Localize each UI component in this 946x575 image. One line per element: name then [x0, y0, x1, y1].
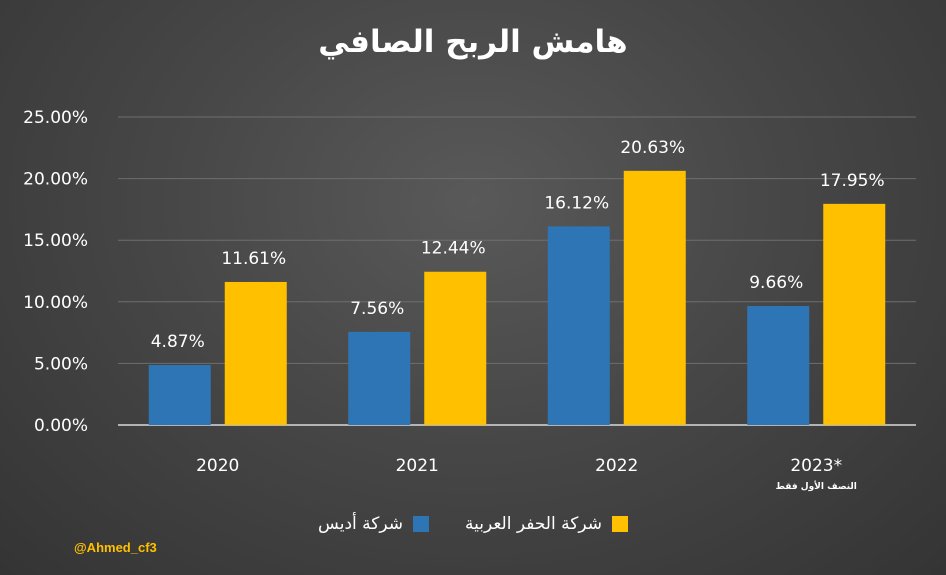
legend-label-series-2: شركة الحفر العربية	[464, 514, 602, 534]
legend-item-series-1: شركة أديس	[318, 514, 429, 534]
bars-layer	[148, 170, 886, 425]
x-tick-label: 2020	[196, 456, 239, 476]
data-labels-layer: 4.87% 11.61% 7.56% 12.44% 16.12% 20.63% 9.66% 1…	[151, 138, 885, 352]
data-label: 20.63%	[620, 138, 685, 158]
bar-series-1-2021	[348, 331, 411, 425]
y-tick-label: 25.00%	[23, 108, 88, 128]
x-tick-note: النصف الأول فقط	[776, 480, 857, 492]
data-label: 4.87%	[151, 332, 205, 352]
legend-label-series-1: شركة أديس	[318, 514, 403, 534]
bar-series-1-2020	[148, 365, 211, 425]
bar-series-1-2023	[747, 305, 810, 425]
bar-series-2-2021	[424, 271, 487, 425]
x-tick-label: 2021	[396, 456, 439, 476]
bar-series-2-2022	[623, 170, 686, 425]
y-axis-ticks: 0.00% 5.00% 10.00% 15.00% 20.00% 25.00%	[23, 108, 88, 436]
y-tick-label: 0.00%	[34, 416, 88, 436]
bar-chart-plot: 0.00% 5.00% 10.00% 15.00% 20.00% 25.00% 4.87%…	[23, 108, 916, 492]
chart-title: هامش الربح الصافي	[318, 24, 628, 60]
y-tick-label: 10.00%	[23, 293, 88, 313]
watermark-handle: @Ahmed_cf3	[74, 540, 157, 555]
y-tick-label: 5.00%	[34, 354, 88, 374]
legend-swatch-series-1	[412, 516, 429, 532]
data-label: 7.56%	[350, 299, 404, 319]
legend: شركة أديس شركة الحفر العربية	[0, 514, 946, 534]
y-tick-label: 20.00%	[23, 170, 88, 190]
data-label: 11.61%	[221, 249, 286, 269]
bar-series-2-2023	[823, 203, 886, 425]
x-axis-ticks: 2020 2021 2022 2023* النصف الأول فقط	[196, 456, 857, 492]
bar-series-1-2022	[547, 226, 610, 425]
y-tick-label: 15.00%	[23, 231, 88, 251]
x-tick-label: 2022	[595, 456, 638, 476]
legend-swatch-series-2	[611, 516, 628, 532]
data-label: 12.44%	[421, 239, 486, 259]
bar-series-2-2020	[224, 281, 287, 425]
x-tick-label: 2023*	[790, 456, 842, 476]
data-label: 17.95%	[820, 171, 885, 191]
data-label: 9.66%	[749, 273, 803, 293]
legend-item-series-2: شركة الحفر العربية	[465, 514, 628, 534]
data-label: 16.12%	[544, 193, 609, 213]
